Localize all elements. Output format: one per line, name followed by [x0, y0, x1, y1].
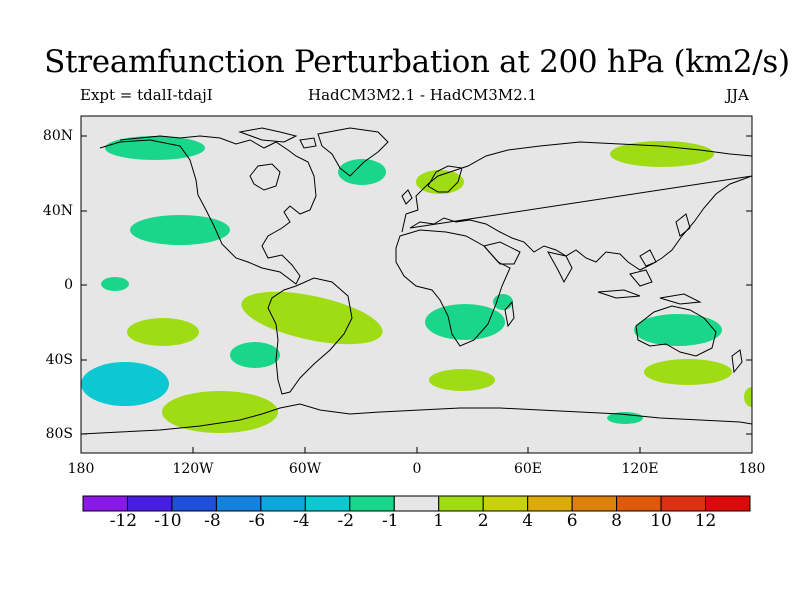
- anomaly-siberia-arctic: [610, 141, 714, 167]
- colorbar-label: 4: [522, 511, 534, 531]
- colorbar-label: -4: [293, 511, 310, 531]
- anomaly-scandinavia: [416, 170, 464, 194]
- colorbar-swatch: [527, 495, 573, 512]
- colorbar-swatch: [705, 495, 751, 512]
- lon-tick-label: 180: [67, 461, 95, 477]
- anomaly-southern-africa: [425, 304, 505, 340]
- lon-tick-label: 60E: [513, 461, 543, 477]
- coast-africa: [395, 229, 511, 347]
- colorbar-label: 12: [694, 511, 717, 531]
- coast-madagascar: [504, 300, 515, 328]
- axis-ticks: [80, 135, 753, 453]
- colorbar-label: 10: [650, 511, 672, 531]
- colorbar-swatch: [482, 495, 529, 512]
- lat-tick-label: 80S: [45, 426, 73, 442]
- anomaly-north-atlantic: [338, 159, 386, 185]
- coast-japan: [675, 213, 691, 237]
- anomaly-north-pacific-midlat: [130, 215, 230, 245]
- model-label: HadCM3M2.1 - HadCM3M2.1: [308, 86, 538, 104]
- colorbar-swatch: [616, 495, 662, 512]
- colorbar-label: 2: [477, 511, 489, 531]
- lon-tick-label: 180: [738, 461, 766, 477]
- colorbar-swatch: [82, 495, 128, 512]
- lon-tick-label: 120W: [172, 461, 214, 477]
- anomaly-south-pacific-west-core: [110, 377, 130, 389]
- anomaly-south-atlantic: [429, 369, 495, 391]
- colorbar-swatch: [171, 495, 217, 512]
- colorbar-label: -1: [381, 511, 399, 531]
- colorbar: [82, 495, 751, 512]
- colorbar-swatch: [438, 495, 484, 512]
- lon-tick-label: 60W: [288, 461, 322, 477]
- colorbar-swatch: [260, 495, 306, 512]
- coast-new-zealand: [731, 349, 743, 374]
- anomaly-south-pacific-east: [162, 391, 278, 433]
- anomaly-east-edge: [744, 387, 752, 407]
- coast-north-america: [99, 135, 317, 285]
- anomaly-south-pacific-tropics: [127, 318, 199, 346]
- colorbar-label: -8: [204, 511, 221, 531]
- lon-tick-label: 120E: [621, 461, 659, 477]
- colorbar-swatch: [304, 495, 351, 512]
- experiment-label: Expt = tdalI-tdajI: [80, 86, 213, 104]
- page-title: Streamfunction Perturbation at 200 hPa (…: [44, 44, 790, 80]
- colorbar-swatch: [126, 495, 173, 512]
- coast-antarctica: [81, 403, 752, 435]
- coast-indonesia: [597, 249, 702, 305]
- colorbar-label: 8: [611, 511, 622, 531]
- coast-south-america: [267, 277, 353, 395]
- colorbar-label: -6: [248, 511, 266, 531]
- coast-arabia: [483, 241, 521, 265]
- colorbar-label: -10: [154, 511, 182, 531]
- coast-india: [547, 251, 573, 284]
- colorbar-swatch: [349, 495, 395, 512]
- lat-tick-label: 0: [64, 277, 73, 293]
- season-label: JJA: [726, 86, 749, 104]
- anomaly-south-indian-ocean: [644, 359, 732, 385]
- lon-tick-label: 0: [412, 461, 422, 477]
- anomaly-madagascar: [493, 294, 513, 310]
- colorbar-label: -12: [109, 511, 138, 531]
- coast-hudson-bay: [249, 163, 281, 191]
- anomaly-australia: [634, 314, 722, 346]
- coast-british-isles: [401, 189, 413, 205]
- lat-tick-label: 40N: [42, 203, 73, 219]
- coastlines: [81, 127, 752, 435]
- coast-australia: [635, 305, 717, 357]
- anomaly-western-pacific-small: [101, 277, 129, 291]
- coast-europe-asia: [401, 141, 752, 271]
- colorbar-label: 6: [566, 511, 578, 531]
- colorbar-label: 1: [433, 511, 445, 531]
- colorbar-swatch: [393, 495, 440, 512]
- colorbar-swatch: [660, 495, 707, 512]
- coast-arctic-islands: [238, 127, 317, 149]
- coast-scandinavia: [427, 165, 463, 193]
- lat-tick-label: 80N: [42, 128, 73, 144]
- lat-tick-label: 40S: [45, 352, 73, 368]
- colorbar-swatch: [215, 495, 262, 512]
- coast-greenland: [317, 127, 389, 177]
- colorbar-label: -2: [337, 511, 355, 531]
- anomaly-south-america-tropics: [241, 291, 383, 345]
- anomaly-layer: [81, 136, 752, 433]
- anomaly-arctic-north-pacific: [105, 136, 205, 160]
- colorbar-swatch: [571, 495, 618, 512]
- anomaly-south-pacific-central: [230, 342, 280, 368]
